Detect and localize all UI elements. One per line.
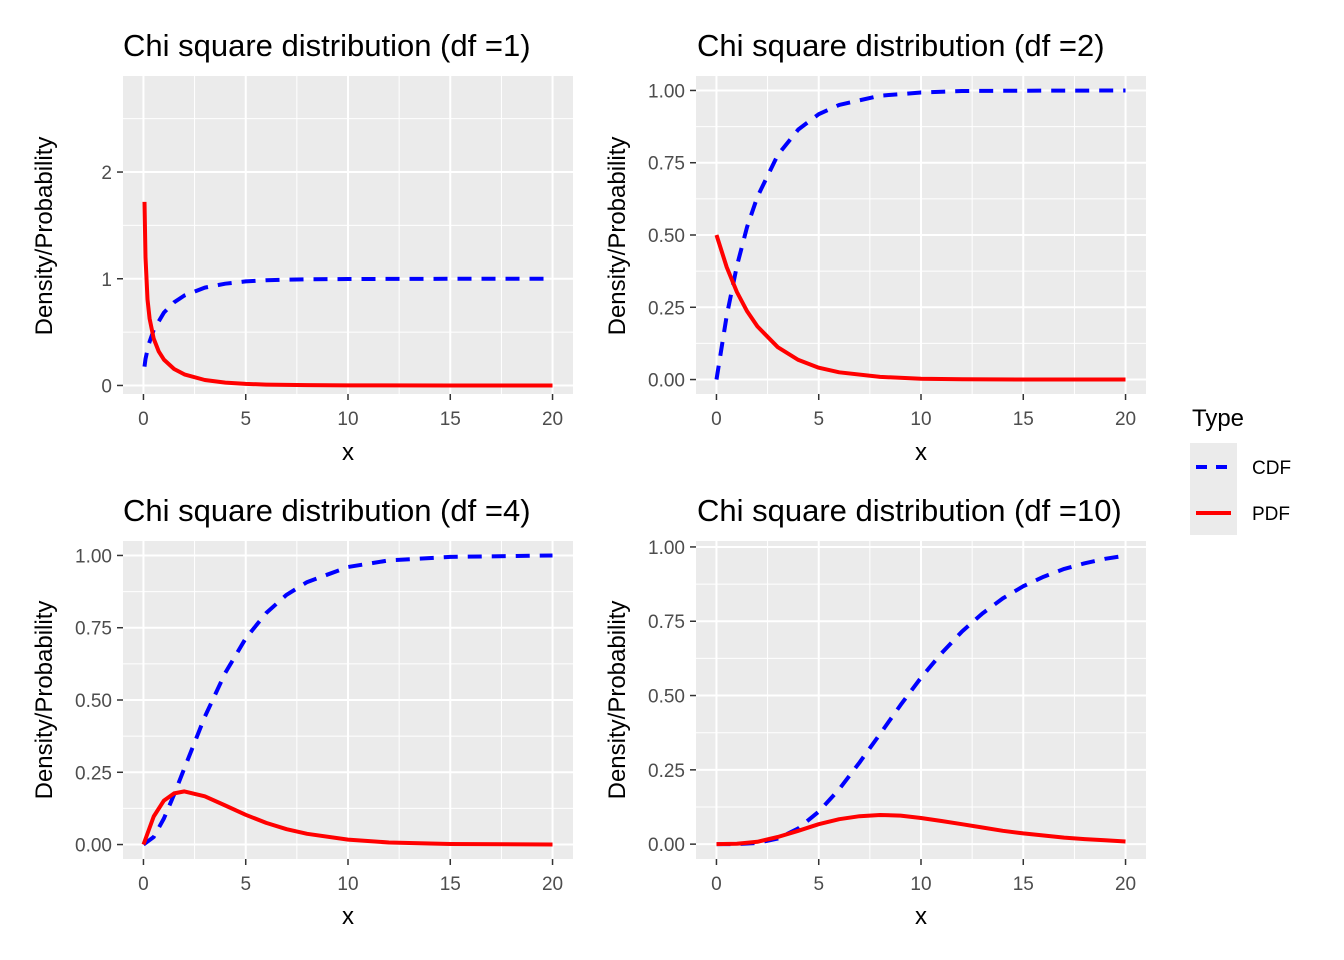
y-tick-label: 1.00 — [75, 546, 112, 567]
x-tick-label: 20 — [542, 874, 563, 895]
y-tick-label: 0.00 — [648, 371, 685, 392]
y-tick-label: 2 — [101, 163, 112, 184]
y-tick-label: 1.00 — [648, 81, 685, 102]
x-tick-label: 5 — [813, 874, 824, 895]
legend-title: Type — [1192, 405, 1244, 432]
panel-df-4: Chi square distribution (df =4) x Densit… — [31, 493, 573, 930]
y-axis-title: Density/Probability — [604, 601, 631, 800]
y-tick-label: 0.25 — [648, 298, 685, 319]
panel-df-2: Chi square distribution (df =2) x Densit… — [604, 28, 1146, 466]
x-tick-label: 0 — [711, 409, 722, 430]
panel-title: Chi square distribution (df =1) — [123, 28, 531, 63]
y-tick-label: 0.75 — [648, 612, 685, 633]
y-axis-title: Density/Probability — [31, 137, 58, 336]
x-tick-label: 20 — [1115, 409, 1136, 430]
x-axis-title: x — [342, 903, 354, 930]
x-tick-label: 15 — [1013, 874, 1034, 895]
x-tick-label: 5 — [240, 874, 251, 895]
y-tick-label: 0.50 — [648, 226, 685, 247]
legend-label-pdf: PDF — [1252, 504, 1290, 525]
legend-key-background — [1190, 443, 1237, 535]
x-tick-label: 0 — [138, 874, 149, 895]
series-line-pdf — [714, 234, 1126, 382]
y-tick-label: 0.25 — [648, 761, 685, 782]
y-tick-label: 1 — [101, 270, 112, 291]
series-line-cdf — [714, 88, 1126, 380]
x-tick-label: 5 — [813, 409, 824, 430]
legend: Type CDF PDF — [1190, 405, 1291, 535]
series-line-cdf — [142, 553, 553, 847]
x-tick-label: 20 — [1115, 874, 1136, 895]
x-tick-label: 15 — [1013, 409, 1034, 430]
legend-label-cdf: CDF — [1252, 458, 1291, 479]
x-axis-title: x — [915, 439, 927, 466]
y-axis-title: Density/Probability — [31, 601, 58, 800]
x-axis-title: x — [915, 903, 927, 930]
y-tick-label: 0.00 — [75, 836, 112, 857]
panel-df-10: Chi square distribution (df =10) x Densi… — [604, 493, 1146, 930]
panel-df-1: Chi square distribution (df =1) x Densit… — [31, 28, 573, 466]
x-tick-label: 10 — [910, 874, 931, 895]
panel-title: Chi square distribution (df =2) — [697, 28, 1105, 63]
panel-title: Chi square distribution (df =4) — [123, 493, 531, 528]
x-axis-title: x — [342, 439, 354, 466]
y-tick-label: 0.00 — [648, 835, 685, 856]
x-tick-label: 0 — [138, 409, 149, 430]
series-line-cdf — [142, 276, 553, 367]
x-tick-label: 10 — [337, 874, 358, 895]
y-tick-label: 0.50 — [648, 687, 685, 708]
x-tick-label: 5 — [240, 409, 251, 430]
panel-title: Chi square distribution (df =10) — [697, 493, 1122, 528]
y-tick-label: 0.25 — [75, 763, 112, 784]
x-tick-label: 10 — [337, 409, 358, 430]
y-tick-label: 0 — [101, 376, 112, 397]
x-tick-label: 15 — [440, 409, 461, 430]
x-tick-label: 20 — [542, 409, 563, 430]
series-line-pdf — [716, 813, 1126, 847]
series-line-pdf — [141, 789, 553, 847]
y-tick-label: 0.75 — [648, 154, 685, 175]
series-line-pdf — [142, 201, 553, 388]
y-tick-label: 1.00 — [648, 538, 685, 559]
y-tick-label: 0.75 — [75, 619, 112, 640]
y-tick-label: 0.50 — [75, 691, 112, 712]
x-tick-label: 0 — [711, 874, 722, 895]
x-tick-label: 15 — [440, 874, 461, 895]
x-tick-label: 10 — [910, 409, 931, 430]
y-axis-title: Density/Probability — [604, 137, 631, 336]
